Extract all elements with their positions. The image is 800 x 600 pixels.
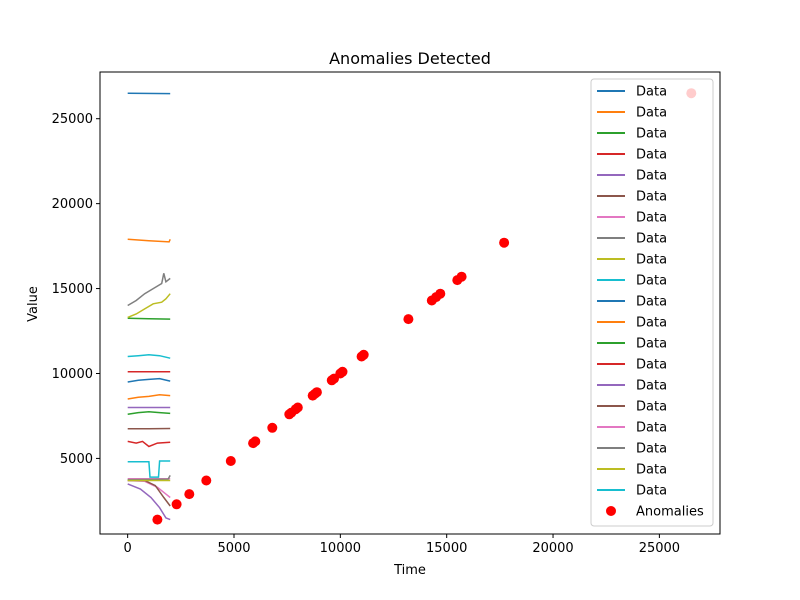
- chart-title: Anomalies Detected: [329, 49, 491, 68]
- x-tick-label: 20000: [532, 541, 573, 556]
- legend-label: Data: [636, 148, 667, 163]
- series-line-14: [127, 440, 171, 448]
- series-line-8: [127, 273, 171, 307]
- anomaly-point-2: [171, 499, 182, 510]
- anomaly-point-22: [403, 314, 414, 325]
- anomaly-point-4: [201, 475, 212, 486]
- anomaly-point-28: [499, 237, 510, 248]
- legend-label: Data: [636, 127, 667, 142]
- series-line-13: [127, 410, 171, 416]
- anomaly-point-1: [152, 514, 163, 525]
- legend-label: Data: [636, 337, 667, 352]
- legend-label: Data: [636, 274, 667, 289]
- legend-label: Data: [636, 295, 667, 310]
- anomaly-point-19: [337, 366, 348, 377]
- series-line-20: [127, 460, 171, 478]
- legend-label: Data: [636, 463, 667, 478]
- anomaly-point-15: [311, 387, 322, 398]
- legend-swatch-anomalies: [606, 506, 616, 516]
- y-tick-label: 15000: [52, 282, 93, 297]
- legend-label: Data: [636, 316, 667, 331]
- x-axis-ticks: 0 5000 10000 15000 20000 25000: [124, 534, 680, 556]
- plot-frame: [99, 71, 721, 535]
- series-line-5: [127, 483, 171, 521]
- legend-label: Data: [636, 232, 667, 247]
- series-line-12: [127, 393, 171, 400]
- y-axis-ticks: 5000 10000 15000 20000 25000: [52, 112, 100, 467]
- legend-label: Data: [636, 106, 667, 121]
- anomaly-point-5: [225, 456, 236, 466]
- series-line-10: [127, 354, 171, 359]
- legend-label: Data: [636, 253, 667, 268]
- anomaly-point-27: [456, 271, 467, 282]
- series-line-9: [127, 293, 171, 319]
- legend-label: Data: [636, 484, 667, 499]
- series-line-2: [127, 238, 171, 243]
- x-axis-label: Time: [393, 563, 426, 578]
- legend-label: Data: [636, 400, 667, 415]
- anomaly-point-21: [358, 349, 369, 360]
- x-tick-label: 15000: [426, 541, 467, 556]
- x-tick-label: 10000: [320, 541, 361, 556]
- y-tick-label: 5000: [60, 452, 93, 467]
- legend-frame: [590, 78, 714, 527]
- legend-label: Data: [636, 211, 667, 226]
- legend-label: Data: [636, 421, 667, 436]
- anomaly-point-25: [435, 288, 446, 299]
- anomaly-point-12: [292, 402, 303, 413]
- anomaly-point-3: [184, 489, 195, 500]
- legend-label: Anomalies: [636, 505, 704, 520]
- plot-series: [127, 92, 171, 521]
- legend-label: Data: [636, 379, 667, 394]
- legend-label: Data: [636, 190, 667, 205]
- anomaly-point-7: [250, 436, 261, 447]
- y-tick-label: 20000: [52, 197, 93, 212]
- legend-label: Data: [636, 85, 667, 100]
- y-tick-label: 25000: [52, 112, 93, 127]
- legend-label: Data: [636, 358, 667, 373]
- series-line-18: [127, 475, 171, 481]
- x-tick-label: 5000: [217, 541, 250, 556]
- y-axis-label: Value: [26, 286, 41, 322]
- x-tick-label: 25000: [639, 541, 680, 556]
- series-line-3: [127, 317, 171, 320]
- x-tick-label: 0: [124, 541, 132, 556]
- legend: Data Data Data Data Data Data Data Data Data Data…: [590, 78, 714, 527]
- anomaly-point-8: [267, 422, 278, 433]
- y-tick-label: 10000: [52, 367, 93, 382]
- legend-label: Data: [636, 442, 667, 457]
- legend-label: Data: [636, 169, 667, 184]
- series-line-11: [127, 377, 171, 383]
